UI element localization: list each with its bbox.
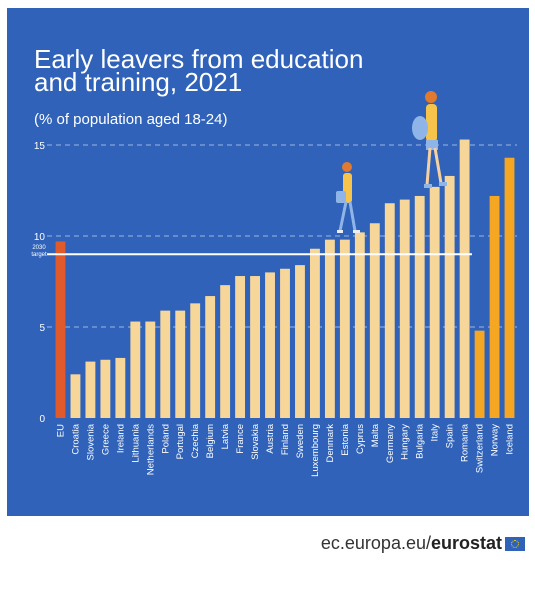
bar-latvia — [220, 285, 231, 418]
bar-finland — [280, 268, 290, 418]
bar-hungary — [399, 199, 410, 418]
x-tick-label: Cyprus — [355, 424, 366, 454]
x-tick-label: Malta — [370, 423, 381, 447]
bar-italy — [429, 186, 440, 418]
x-tick-label: Spain — [445, 424, 456, 448]
bar-bulgaria — [414, 195, 425, 418]
x-tick-label: Lithuania — [130, 423, 141, 462]
bar-norway — [489, 195, 500, 418]
x-tick-label: Romania — [460, 423, 471, 462]
x-tick-label: Sweden — [295, 424, 306, 458]
x-tick-label: EU — [55, 424, 66, 437]
bar-france — [235, 276, 246, 418]
x-tick-label: Switzerland — [475, 424, 486, 473]
bar-belgium — [205, 296, 216, 418]
bar-croatia — [70, 374, 81, 418]
bar-lithuania — [130, 321, 141, 418]
x-tick-label: Italy — [430, 424, 441, 442]
bar-slovenia — [85, 361, 96, 418]
x-tick-label: France — [235, 424, 246, 454]
bar-poland — [160, 310, 171, 418]
x-tick-label: Denmark — [325, 424, 336, 463]
bar-germany — [384, 203, 395, 418]
bar-slovakia — [250, 276, 261, 418]
footer-brand: eurostat — [430, 533, 502, 553]
bar-ireland — [115, 357, 126, 418]
footer-source: ec.europa.eu/eurostat — [321, 533, 525, 554]
x-tick-label: Czechia — [190, 423, 201, 458]
bar-sweden — [295, 265, 305, 418]
x-tick-label: Finland — [280, 424, 291, 455]
y-tick-label: 15 — [34, 141, 46, 152]
bar-chart: 0 5 10 15 EU Croatia Slovenia Greece Ireland Lit… — [31, 91, 517, 477]
bar-cyprus — [354, 232, 365, 418]
y-tick-label: 5 — [39, 323, 45, 334]
chart-title: Early leavers from education and trainin… — [34, 44, 364, 97]
bar-austria — [265, 272, 275, 418]
x-tick-label: Hungary — [400, 424, 411, 460]
x-tick-label: Bulgaria — [415, 423, 426, 459]
bar-malta — [369, 223, 380, 418]
x-tick-label: Ireland — [115, 424, 126, 453]
bar-netherlands — [145, 321, 156, 418]
x-tick-label: Netherlands — [145, 424, 156, 475]
chart-panel: Early leavers from education and trainin… — [7, 8, 529, 516]
x-tick-label: Portugal — [175, 424, 186, 459]
x-tick-label: Norway — [490, 424, 501, 456]
bars: EU Croatia Slovenia Greece Ireland Lithuania N… — [55, 139, 516, 477]
target-label: 2030 — [32, 245, 46, 251]
bar-estonia — [339, 239, 350, 418]
footer-url: ec.europa.eu/ — [320, 533, 431, 553]
y-tick-label: 0 — [39, 414, 45, 425]
bar-iceland — [504, 157, 515, 419]
y-tick-label: 10 — [34, 232, 46, 243]
x-tick-label: Luxembourg — [310, 424, 321, 477]
eu-flag-icon — [505, 536, 525, 551]
bar-switzerland — [474, 330, 485, 418]
x-tick-label: Croatia — [70, 423, 81, 454]
bar-eu — [55, 241, 66, 418]
x-tick-label: Greece — [100, 424, 111, 455]
x-tick-label: Germany — [385, 424, 396, 463]
x-tick-label: Belgium — [205, 424, 216, 458]
x-tick-label: Iceland — [505, 424, 516, 455]
bar-luxembourg — [309, 248, 320, 418]
x-tick-label: Austria — [265, 423, 276, 453]
walking-person-with-backpack-icon — [412, 91, 447, 188]
x-tick-label: Slovakia — [250, 423, 261, 460]
chart-subtitle: (% of population aged 18-24) — [34, 111, 228, 128]
bar-czechia — [190, 303, 201, 418]
bar-portugal — [175, 310, 186, 418]
x-tick-label: Estonia — [340, 423, 351, 455]
x-tick-label: Poland — [160, 424, 171, 454]
bar-greece — [100, 359, 111, 418]
x-tick-label: Slovenia — [85, 423, 96, 460]
bar-spain — [444, 175, 455, 418]
target-label: target — [31, 252, 47, 258]
walking-person-with-bag-icon — [336, 162, 360, 233]
bar-denmark — [324, 239, 335, 418]
bar-romania — [459, 139, 470, 419]
x-tick-label: Latvia — [220, 423, 231, 449]
